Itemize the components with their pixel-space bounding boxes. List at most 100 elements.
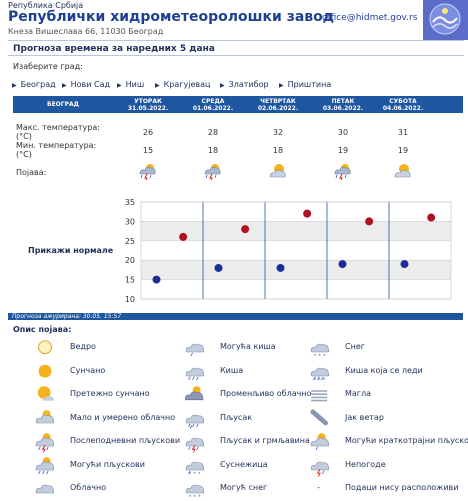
day-name: УТОРАК: [134, 97, 162, 105]
legend-label: Пљусак: [220, 412, 253, 422]
legend-label: Могућа киша: [220, 342, 276, 351]
min-temp-point: [214, 263, 223, 272]
show-normals-button[interactable]: Прикажи нормале: [28, 246, 114, 255]
min-temp-point: [152, 275, 161, 284]
day-header: СУБОТА 04.06.2022.: [373, 96, 433, 113]
temperature-chart: Прикажи нормале 35 30 25 20 15 10: [28, 198, 452, 304]
page-header: Република Србија Републички хидрометеоро…: [0, 0, 468, 40]
legend-label: Мало и умерено облачно: [70, 412, 176, 422]
day-name: СУБОТА: [389, 97, 417, 105]
legend-label: Послеподневни пљускови: [70, 436, 181, 445]
legend-label: Облачно: [70, 483, 107, 492]
snow-icon: * * *: [310, 343, 330, 360]
min-temp-point: [276, 263, 285, 272]
grid-band: [141, 221, 451, 241]
day-name: ЧЕТВРТАК: [260, 97, 296, 105]
partly-cloudy-icon: [35, 409, 55, 423]
legend-label: Киша: [220, 365, 244, 375]
legend-label: Киша која се леди: [345, 365, 423, 375]
rhmz-logo[interactable]: [423, 0, 468, 40]
max-temp-point: [241, 225, 250, 234]
min-temp-value: 18: [207, 145, 219, 155]
legend-label: Могући краткотрајни пљускови: [345, 436, 468, 445]
legend-label: Непогоде: [345, 459, 386, 469]
rain-icon: [185, 367, 205, 380]
day-header: ПЕТАК 03.06.2022.: [313, 96, 373, 113]
legend-label: Подаци нису расположиви: [345, 483, 459, 492]
city-link-nis[interactable]: Ниш: [117, 80, 145, 89]
rain-thunder-icon: [313, 159, 373, 185]
city-link-zlatibor[interactable]: Златибор: [220, 80, 269, 89]
y-tick-label: 10: [125, 295, 135, 304]
y-tick-label: 30: [125, 217, 135, 226]
partly-cloudy-icon: [373, 159, 433, 185]
legend-label: Сунчано: [70, 365, 106, 375]
variable-cloudy-icon: [185, 386, 204, 401]
day-header: УТОРАК 31.05.2022.: [113, 96, 183, 113]
max-temp-row: Макс. температура: (°C) 26 28 32 30 31: [13, 123, 463, 141]
afternoon-showers-icon: [35, 433, 55, 453]
max-temp-value: 32: [272, 127, 284, 137]
legend-label: Јак ветар: [345, 412, 384, 422]
legend-label: Променљиво облачно: [220, 389, 312, 398]
max-temp-value: 28: [207, 127, 219, 137]
svg-text:* * *: * * *: [314, 354, 326, 360]
city-link-beograd[interactable]: Београд: [12, 80, 56, 89]
header-divider: [8, 40, 464, 41]
svg-text:* * *: * * *: [189, 471, 201, 477]
mostly-sunny-icon: [37, 386, 54, 401]
org-title[interactable]: Републички хидрометеоролошки завод: [8, 9, 335, 25]
y-tick-label: 20: [125, 256, 135, 265]
org-address: Кнеза Вишеслава 66, 11030 Београд: [8, 27, 164, 36]
max-temp-point: [365, 217, 374, 226]
max-temp-label: Макс. температура: (°C): [16, 123, 100, 141]
phenomena-row: Појава:: [13, 159, 463, 185]
cloudy-icon: [35, 484, 55, 494]
rain-thunder-icon: [183, 159, 243, 185]
min-temp-value: 15: [142, 145, 154, 155]
sleet-icon: * * *: [185, 461, 205, 477]
plot-frame: [140, 201, 452, 300]
legend-grid: Ведро Могућа киша * * * Снег Сунчано Киша * * …: [0, 336, 468, 501]
city-link-kragujevac[interactable]: Крагујевац: [155, 80, 211, 89]
day-name: СРЕДА: [201, 97, 225, 105]
min-temp-value: 19: [337, 145, 349, 155]
city-link-pristina[interactable]: Приштина: [279, 80, 332, 89]
partly-cloudy-icon: [243, 159, 313, 185]
max-temp-value: 26: [142, 127, 154, 137]
email-link[interactable]: office@hidmet.gov.rs: [322, 13, 418, 23]
legend-label: Пљусак и грмљавина: [220, 436, 310, 445]
min-temp-value: 18: [272, 145, 284, 155]
min-temp-row: Мин. температура: (°C) 15 18 18 19 19: [13, 141, 463, 159]
city-picker-label: Изаберите град:: [13, 62, 83, 71]
y-tick-label: 35: [125, 198, 135, 207]
possible-showers-icon: [35, 456, 55, 474]
city-link-novi-sad[interactable]: Нови Сад: [62, 80, 110, 89]
title-divider: [8, 55, 464, 56]
legend-label: Претежно сунчано: [70, 389, 150, 398]
strong-wind-icon: [310, 408, 328, 425]
legend-title: Опис појава:: [13, 325, 72, 334]
svg-text:* * *: * * *: [314, 377, 326, 383]
possible-short-showers-icon: [310, 433, 330, 451]
y-tick-label: 25: [125, 237, 135, 246]
phenomena-label: Појава:: [16, 167, 47, 177]
freezing-rain-icon: * * *: [310, 367, 330, 383]
min-temp-label: Мин. температура: (°C): [16, 141, 97, 159]
legend-label: Ведро: [70, 342, 96, 351]
legend-label: Магла: [345, 389, 372, 398]
legend-label: Могућ снег: [220, 483, 268, 492]
forecast-table: БЕОГРАД УТОРАК 31.05.2022. СРЕДА 01.06.202…: [13, 96, 463, 185]
sunny-icon: [38, 364, 52, 378]
y-tick-label: 15: [125, 276, 135, 285]
max-temp-point: [179, 232, 188, 241]
forecast-header-row: БЕОГРАД УТОРАК 31.05.2022. СРЕДА 01.06.202…: [13, 96, 463, 113]
min-temp-value: 19: [397, 145, 409, 155]
header-spacer: [433, 96, 463, 113]
updated-bar: Прогноза ажурирана: 30.05. 15:57: [8, 313, 463, 320]
rain-thunder-icon: [113, 159, 183, 185]
storm-icon: [310, 461, 330, 477]
day-date: 03.06.2022.: [322, 104, 364, 112]
clear-sun-icon: [38, 340, 52, 355]
no-data-icon: -: [317, 483, 320, 492]
